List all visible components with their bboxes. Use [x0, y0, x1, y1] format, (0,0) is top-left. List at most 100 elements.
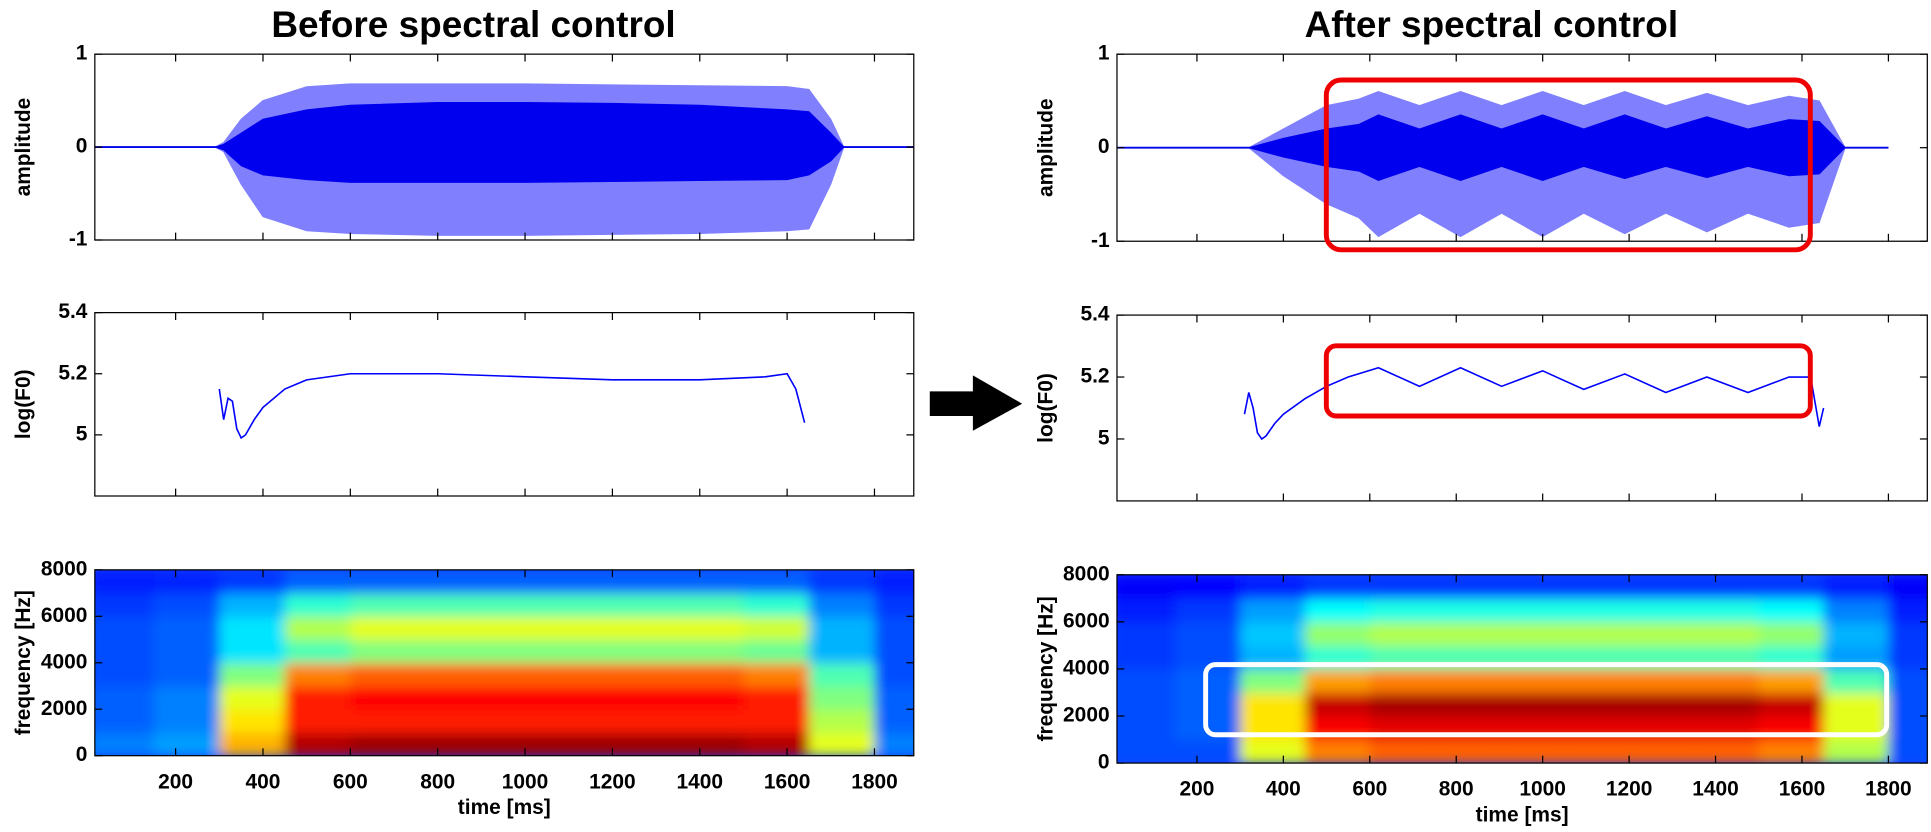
heatmap-cell — [1369, 739, 1436, 764]
heatmap-cell — [481, 593, 548, 617]
plots: -1 0 1 amplitude Before spectral control 5 5.2… — [12, 4, 1928, 827]
heatmap-cell — [481, 709, 548, 734]
heatmap-cell — [1369, 574, 1436, 599]
heatmap-cell — [481, 732, 548, 756]
heatmap-cell — [1369, 598, 1436, 623]
heatmap-cell — [1888, 645, 1928, 670]
x-tick-label: 600 — [333, 770, 368, 793]
y-tick-label: 5.2 — [58, 361, 87, 384]
heatmap-cell — [612, 639, 679, 664]
x-tick-label: 400 — [246, 770, 281, 793]
heatmap-cell — [1240, 574, 1306, 599]
data-layer — [94, 83, 914, 236]
heatmap-cell — [284, 639, 351, 664]
x-tick-label: 1800 — [1865, 778, 1912, 801]
heatmap-cell — [1888, 739, 1928, 764]
heatmap-cell — [743, 709, 810, 734]
heatmap-cell — [1629, 739, 1695, 764]
heatmap-cell — [1693, 692, 1760, 717]
heatmap-cell — [874, 662, 914, 687]
heatmap-cell — [1240, 668, 1306, 694]
heatmap-cell — [1499, 574, 1565, 599]
heatmap-cell — [1434, 739, 1501, 764]
heatmap-cell — [1175, 574, 1241, 599]
heatmap-cell — [874, 639, 914, 664]
x-axis-label: time [ms] — [1476, 804, 1569, 827]
heatmap-cell — [219, 686, 286, 710]
x-axis-label: time [ms] — [458, 796, 551, 819]
heatmap-cell — [1693, 598, 1760, 623]
heatmap-cell — [743, 662, 810, 687]
y-tick-label: 8000 — [1063, 562, 1110, 585]
heatmap-cell — [743, 593, 810, 617]
heatmap-cell — [677, 639, 745, 664]
heatmap-cell — [153, 709, 220, 734]
heatmap-cell — [743, 569, 810, 594]
heatmap-cell — [612, 569, 679, 594]
y-tick-label: 4000 — [41, 650, 88, 673]
heatmap-cell — [1564, 574, 1630, 599]
heatmap-cell — [546, 569, 614, 594]
heatmap-cell — [874, 569, 914, 594]
heatmap-cell — [743, 616, 810, 641]
y-tick-label: 5.2 — [1080, 365, 1109, 388]
x-tick-label: 200 — [1179, 778, 1214, 801]
data-layer — [218, 372, 806, 440]
heatmap-cell — [153, 616, 220, 641]
panel: 0 2000 4000 6000 8000 200 400 600 800 1000 1200 140… — [1034, 562, 1928, 827]
heatmap-cell — [1888, 574, 1928, 599]
heatmap-cell — [1369, 692, 1436, 717]
heatmap-cell — [808, 709, 876, 734]
heatmap-cell — [415, 639, 482, 664]
heatmap-cell — [1693, 668, 1760, 694]
heatmap-cell — [350, 593, 417, 617]
heatmap-cell — [284, 569, 351, 594]
heatmap-cell — [1304, 668, 1371, 694]
heatmap-cell — [219, 616, 286, 641]
y-tick-label: 5.4 — [58, 300, 87, 323]
y-tick-label: 0 — [1098, 135, 1110, 158]
heatmap-cell — [481, 569, 548, 594]
heatmap-cell — [1499, 692, 1565, 717]
heatmap-cell — [481, 662, 548, 687]
y-axis-label: log(F0) — [12, 369, 35, 439]
heatmap-cell — [612, 686, 679, 710]
heatmap-cell — [677, 686, 745, 710]
heatmap-cell — [1693, 621, 1760, 646]
heatmap-cell — [1499, 668, 1565, 694]
panel-title: Before spectral control — [271, 4, 675, 45]
heatmap-cell — [415, 593, 482, 617]
y-tick-label: 2000 — [41, 697, 88, 720]
axes-frame — [1116, 314, 1928, 502]
heatmap-cell — [415, 569, 482, 594]
heatmap-cell — [284, 732, 351, 756]
heatmap-cell — [153, 593, 220, 617]
waveform-envelope — [94, 146, 914, 183]
heatmap-cell — [1564, 598, 1630, 623]
heatmap-cell — [1758, 668, 1825, 694]
heatmap-cell — [546, 662, 614, 687]
heatmap-cell — [350, 686, 417, 710]
heatmap-cell — [1758, 692, 1825, 717]
heatmap-cell — [1758, 621, 1825, 646]
heatmap-cell — [1564, 692, 1630, 717]
data-layer — [1116, 91, 1889, 238]
heatmap-cell — [612, 662, 679, 687]
heatmap-cell — [1823, 621, 1890, 646]
heatmap-cell — [153, 662, 220, 687]
heatmap-cell — [1823, 574, 1890, 599]
panel-title: After spectral control — [1305, 4, 1679, 45]
heatmap-cell — [1629, 598, 1695, 623]
heatmap-cell — [1116, 692, 1176, 717]
data-layer — [1243, 366, 1825, 441]
y-tick-label: 5 — [76, 422, 88, 445]
heatmap-cell — [1888, 598, 1928, 623]
y-axis-label: log(F0) — [1034, 373, 1057, 443]
waveform-envelope — [94, 101, 914, 148]
highlight-box — [1203, 662, 1890, 738]
highlight-box — [1323, 343, 1813, 419]
heatmap-cell — [1629, 574, 1695, 599]
heatmap-cell — [219, 569, 286, 594]
plot-area — [1116, 315, 1928, 501]
y-tick-label: 0 — [1098, 751, 1110, 774]
